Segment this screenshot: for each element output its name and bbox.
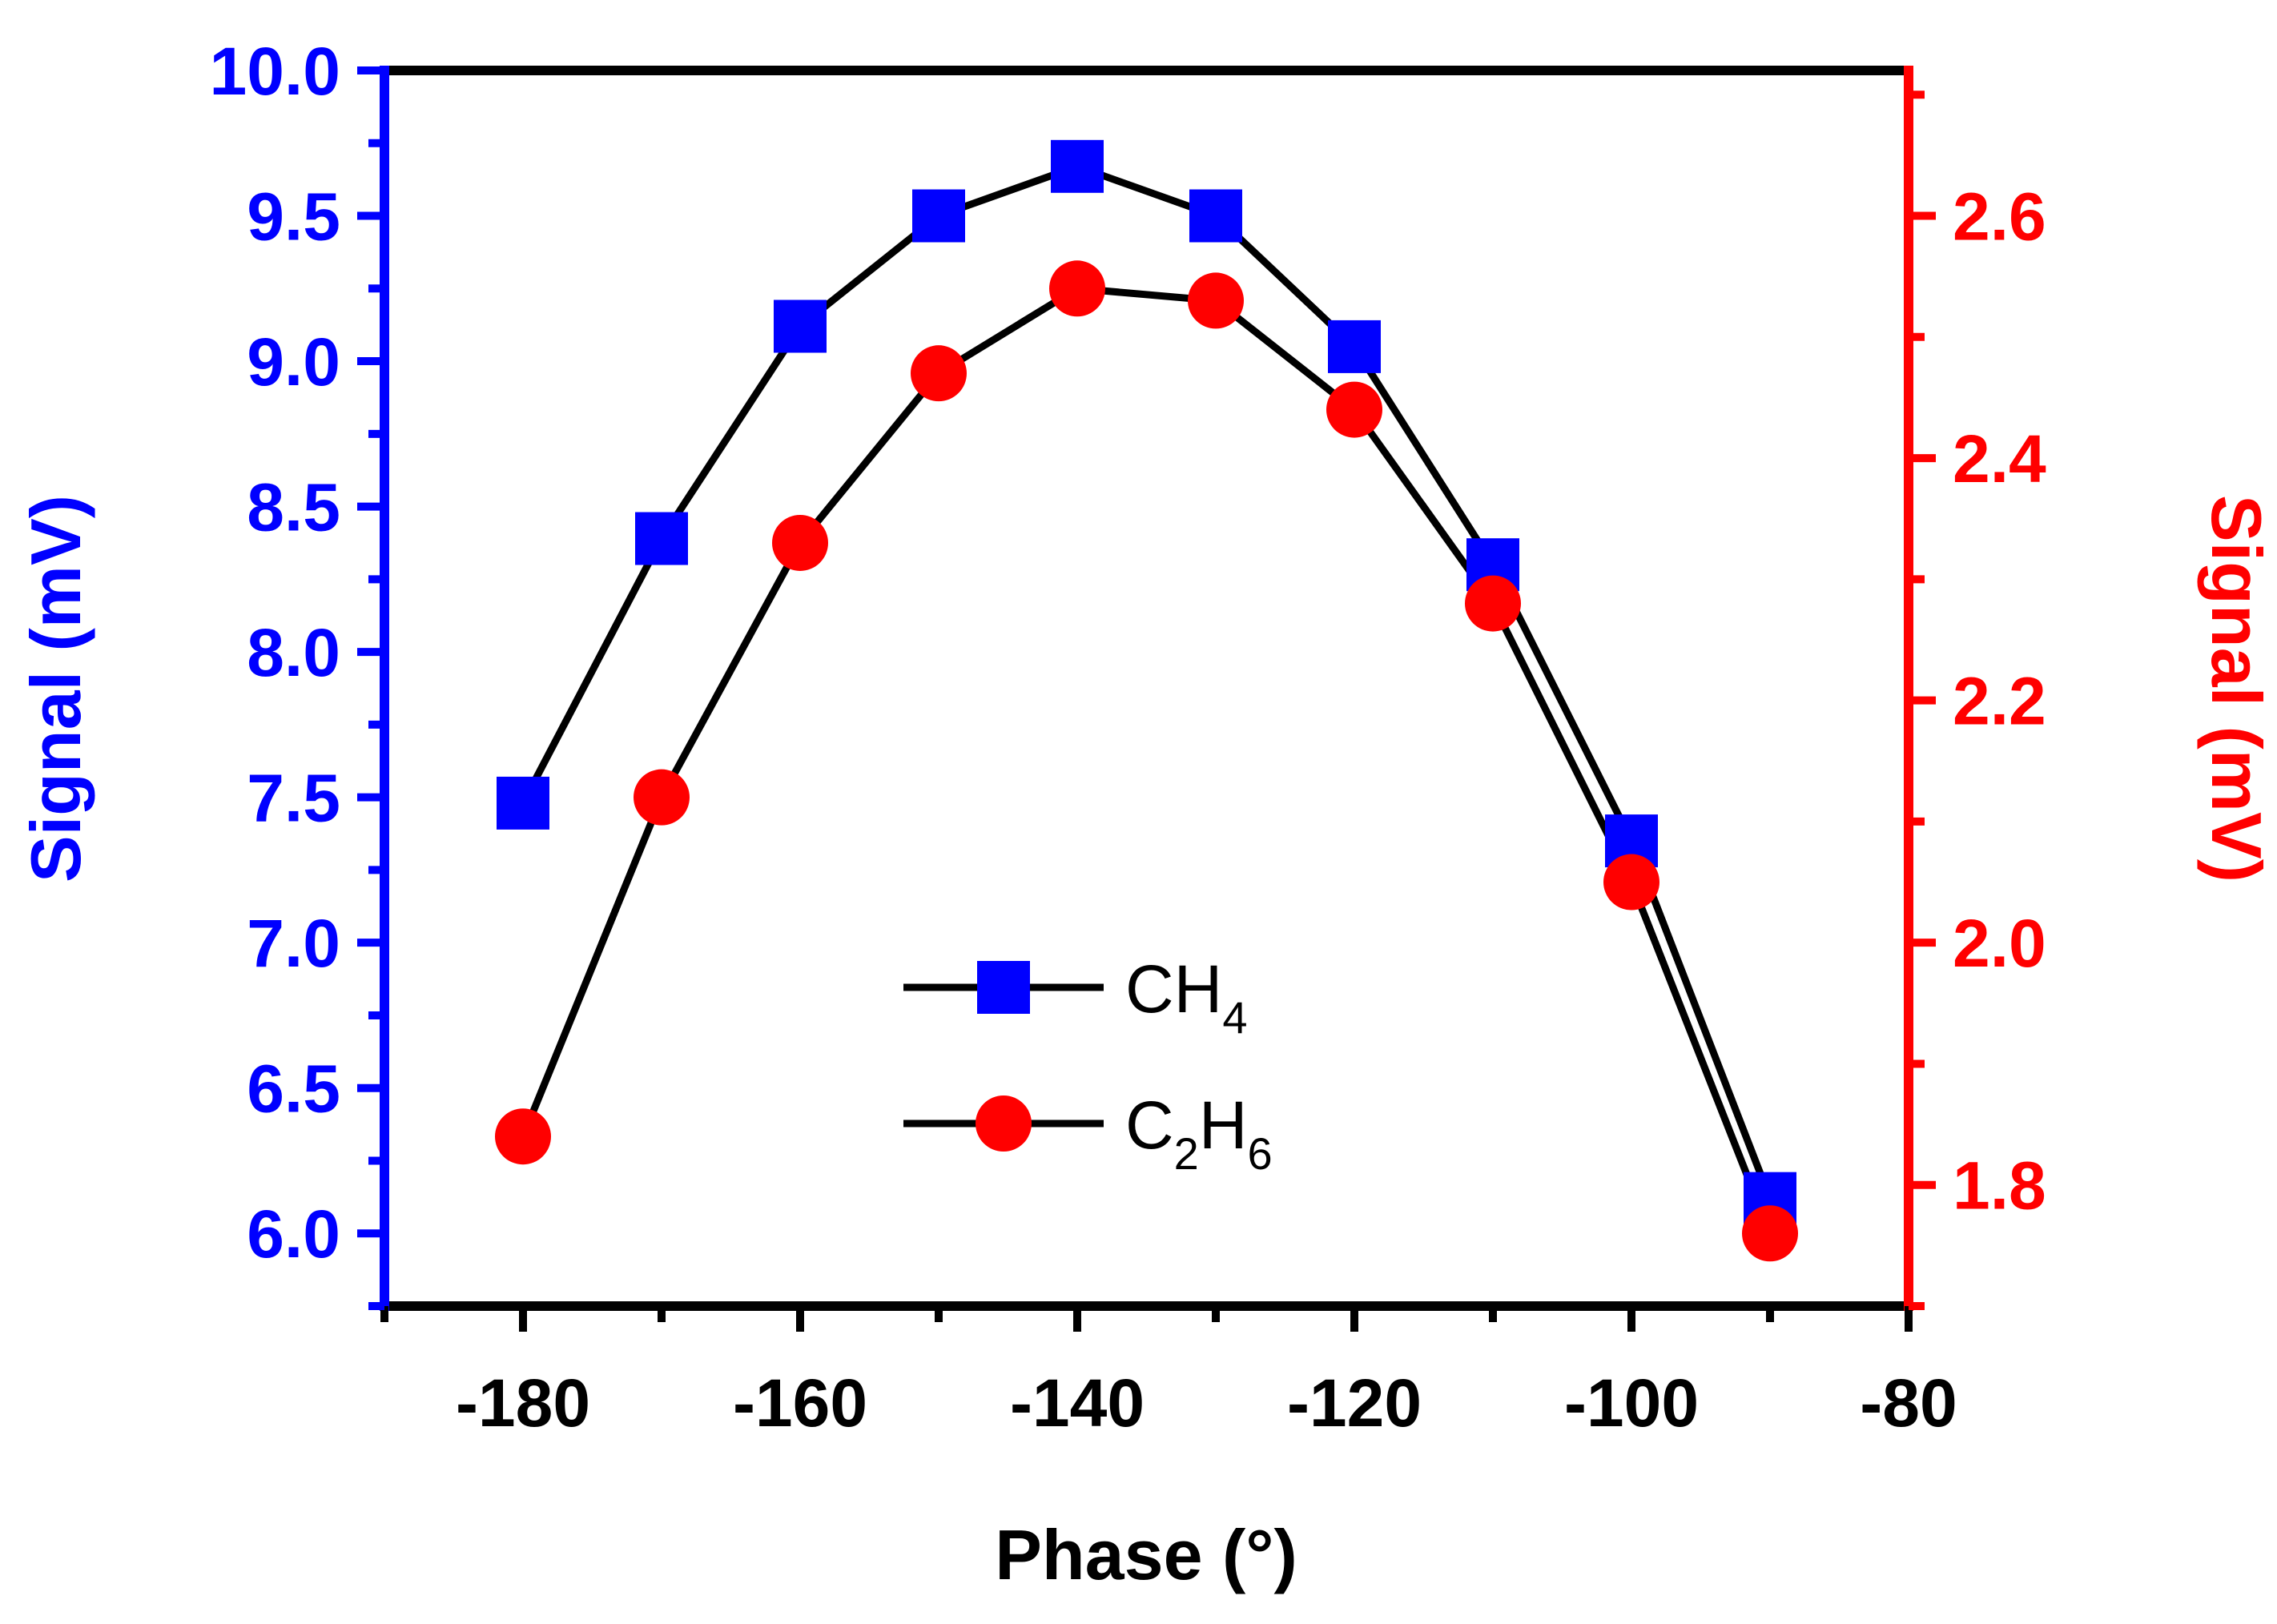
- x-axis-ticks: -180 -160 -140 -120 -100 -80: [380, 1306, 1957, 1441]
- ch4-data-point: [1051, 139, 1104, 193]
- ch4-data-point: [774, 299, 827, 353]
- y-left-tick-label: 8.0: [247, 615, 340, 690]
- x-tick-label: -80: [1860, 1365, 1957, 1441]
- y-left-tick-label: 9.0: [247, 324, 340, 400]
- c2h6-data-point: [1188, 272, 1244, 329]
- legend-ch4-label: CH4: [1125, 951, 1247, 1043]
- y-left-tick-label: 9.5: [247, 179, 340, 255]
- x-tick-label: -160: [733, 1365, 867, 1441]
- c2h6-data-point: [1603, 854, 1659, 910]
- x-tick-label: -140: [1010, 1365, 1145, 1441]
- y-left-tick-label: 6.0: [247, 1196, 340, 1272]
- plot-markers: [495, 139, 1798, 1262]
- x-tick-label: -100: [1564, 1365, 1699, 1441]
- legend-c2h6-label: C2H6: [1125, 1087, 1273, 1179]
- y-left-axis-ticks: 6.0 6.5 7.0 7.5 8.0 8.5 9.0 9.5 10.0: [210, 34, 384, 1310]
- y-right-tick-label: 2.0: [1953, 906, 2046, 981]
- ch4-data-point: [635, 512, 688, 565]
- c2h6-series-line: [519, 284, 1774, 1235]
- y-right-axis-ticks: 1.8 2.0 2.2 2.4 2.6: [1909, 90, 2046, 1310]
- y-right-tick-label: 2.4: [1953, 421, 2046, 496]
- c2h6-data-point: [1326, 381, 1382, 438]
- y-right-tick-label: 2.6: [1953, 179, 2046, 255]
- x-tick-label: -120: [1287, 1365, 1422, 1441]
- y-right-tick-label: 2.2: [1953, 664, 2046, 739]
- x-tick-label: -180: [456, 1365, 590, 1441]
- c2h6-data-point: [772, 514, 828, 571]
- y-left-tick-label: 7.0: [247, 906, 340, 981]
- y-right-axis-title: Signal (mV): [2197, 495, 2276, 882]
- y-left-tick-label: 6.5: [247, 1051, 340, 1127]
- y-left-tick-label: 7.5: [247, 761, 340, 836]
- c2h6-data-point: [911, 345, 967, 402]
- ch4-data-point: [1328, 320, 1381, 373]
- ch4-series-line: [520, 163, 1774, 1200]
- c2h6-data-point: [1465, 575, 1521, 632]
- c2h6-data-point: [495, 1108, 551, 1165]
- y-right-tick-label: 1.8: [1953, 1148, 2046, 1224]
- y-left-axis-title: Signal (mV): [16, 495, 95, 882]
- legend-ch4-marker: [977, 961, 1030, 1014]
- c2h6-data-point: [1742, 1205, 1798, 1262]
- x-axis-title: Phase (°): [995, 1515, 1297, 1594]
- c2h6-data-point: [1049, 260, 1105, 317]
- y-left-tick-label: 10.0: [210, 34, 341, 109]
- plot-lines: [519, 163, 1774, 1235]
- y-left-tick-label: 8.5: [247, 470, 340, 545]
- ch4-data-point: [497, 776, 549, 830]
- ch4-data-point: [1189, 189, 1242, 243]
- c2h6-data-point: [634, 769, 690, 826]
- legend: CH4 C2H6: [903, 951, 1273, 1179]
- ch4-data-point: [912, 189, 965, 243]
- legend-c2h6-marker: [976, 1095, 1032, 1152]
